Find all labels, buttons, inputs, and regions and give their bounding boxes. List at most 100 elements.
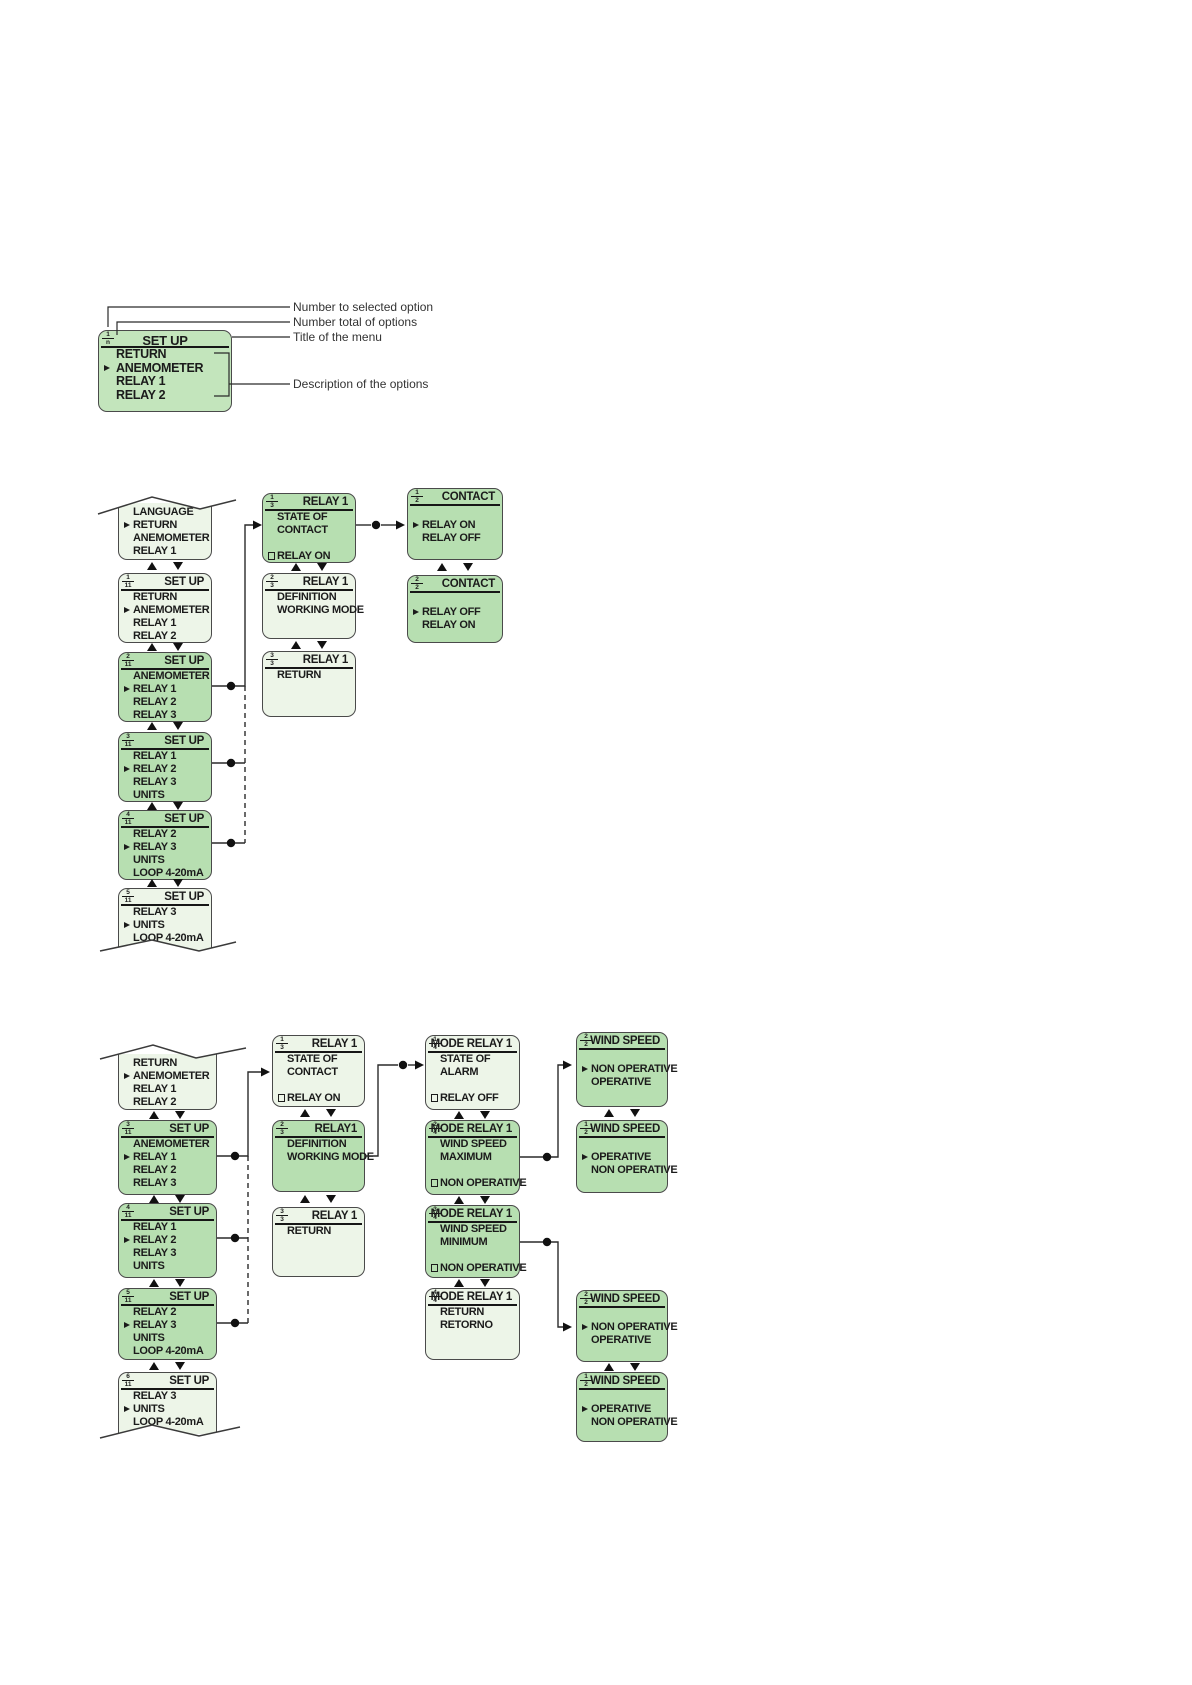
fraction-divider [122, 896, 134, 897]
menu-item: RELAY 3 [119, 841, 211, 854]
menu-items-list: OPERATIVE NON OPERATIVE [577, 1138, 678, 1177]
menu-title-bar: 5 11 SET UP [119, 889, 211, 905]
flow-connector-line [212, 524, 253, 687]
menu-item: OPERATIVE [577, 1151, 667, 1164]
menu-title-underline [121, 904, 209, 906]
menu-item: RELAY 1 [119, 1083, 216, 1096]
selected-option-number: 5 [126, 889, 130, 896]
menu-title: RELAY 1 [302, 654, 349, 666]
menu-item-label: RETURN [133, 1057, 178, 1069]
selected-option-number: 1 [584, 1121, 588, 1128]
menu-option-counter: 1 11 [122, 574, 134, 589]
selected-option-number: 2 [280, 1121, 284, 1128]
menu-item-label: RELAY 1 [133, 1151, 177, 1163]
cursor-square-icon [431, 1264, 438, 1272]
menu-screen-box: 2 2 WIND SPEED NON OPERATIVE OPERATIVE [576, 1290, 678, 1362]
menu-item: NON OPERATIVE [577, 1416, 678, 1429]
menu-title-bar: 6 11 SET UP [119, 1373, 216, 1389]
menu-item-label: WORKING MODE [277, 604, 364, 616]
fraction-divider [276, 1043, 288, 1044]
total-options-number: 2 [584, 1381, 588, 1388]
menu-item-label: ANEMOMETER [116, 360, 204, 375]
selected-option-number: 5 [126, 1289, 130, 1296]
menu-item: RELAY 2 [99, 388, 231, 403]
menu-item: RELAY 2 [119, 1096, 216, 1109]
menu-item: WIND SPEED [426, 1223, 519, 1236]
scroll-up-icon [147, 643, 157, 651]
menu-item: RELAY 3 [119, 1390, 216, 1403]
menu-title: WIND SPEED [590, 1293, 660, 1305]
menu-item-label: RELAY 3 [133, 776, 177, 788]
selection-pointer-icon [124, 1073, 130, 1079]
menu-title: WIND SPEED [590, 1035, 660, 1047]
menu-item-label: RELAY 1 [133, 1221, 177, 1233]
menu-item: ANEMOMETER [119, 1138, 216, 1151]
menu-item: WORKING MODE [263, 604, 364, 617]
fraction-divider [580, 1040, 592, 1041]
selected-option-number: 2 [126, 653, 130, 660]
menu-title-underline [579, 1306, 665, 1308]
total-options-number: 2 [584, 1041, 588, 1048]
menu-title-underline [121, 668, 209, 670]
menu-title-underline [428, 1221, 517, 1223]
selected-option-number: 1 [584, 1373, 588, 1380]
menu-screen-box: 2 4 MODE RELAY 1 WIND SPEED MAXIMUM NON OPERA… [425, 1120, 527, 1195]
menu-title-bar: 1 4 MODE RELAY 1 [426, 1036, 519, 1052]
annotation-option-description: Description of the options [293, 377, 429, 391]
menu-items-list: RELAY ON RELAY OFF [408, 506, 502, 545]
menu-item: NON OPERATIVE [577, 1321, 678, 1334]
menu-item-label: CONTACT [277, 524, 328, 536]
menu-item [577, 1308, 667, 1321]
flow-junction-dot [226, 838, 236, 848]
menu-item-label: ANEMOMETER [133, 670, 210, 682]
fraction-divider [266, 659, 278, 660]
selection-pointer-icon [124, 607, 130, 613]
selection-pointer-icon [124, 1406, 130, 1412]
menu-title-bar: 1 3 RELAY 1 [263, 494, 355, 510]
menu-title-bar: 1 2 WIND SPEED [577, 1121, 667, 1137]
menu-screen-box: 2 3 RELAY 1 DEFINITION WORKING MODE [262, 573, 364, 639]
selected-option-number: 1 [270, 494, 274, 501]
flow-junction-dot [398, 1060, 408, 1070]
menu-item-label: MINIMUM [440, 1236, 488, 1248]
menu-item-label: ANEMOMETER [133, 532, 210, 544]
menu-item-label: OPERATIVE [591, 1403, 652, 1415]
menu-title-underline [101, 346, 229, 348]
menu-item-label: UNITS [133, 789, 165, 801]
flow-arrow-icon [563, 1060, 572, 1070]
menu-option-counter: 5 11 [122, 889, 134, 904]
flow-arrow-icon [396, 520, 405, 530]
callout-line [107, 306, 290, 327]
menu-title: RELAY 1 [302, 496, 349, 508]
menu-title-underline [121, 826, 209, 828]
fraction-divider [429, 1128, 441, 1129]
menu-items-list: RELAY 1 RELAY 2 RELAY 3 UNITS [119, 750, 211, 802]
scroll-down-icon [173, 722, 183, 730]
menu-item [577, 1390, 667, 1403]
fraction-divider [122, 740, 134, 741]
menu-title-underline [275, 1223, 362, 1225]
menu-item-label: LOOP 4-20mA [133, 1416, 204, 1428]
menu-item-label: RELAY 3 [133, 1247, 177, 1259]
menu-item: RELAY 3 [119, 1247, 216, 1260]
menu-item: RELAY 1 [119, 1221, 216, 1234]
total-options-number: 3 [270, 502, 274, 509]
menu-item: OPERATIVE [577, 1076, 667, 1089]
menu-item: RETURN [263, 669, 355, 682]
scroll-down-icon [326, 1109, 336, 1117]
menu-item: RETURN [99, 347, 231, 362]
menu-title-underline [428, 1304, 517, 1306]
fraction-divider [266, 501, 278, 502]
flow-arrow-icon [415, 1060, 424, 1070]
fraction-divider [276, 1128, 288, 1129]
scroll-down-icon [480, 1279, 490, 1287]
menu-item: RELAY 3 [119, 709, 211, 722]
menu-item: RETURN [119, 1057, 216, 1070]
menu-item-label: RELAY 2 [133, 763, 177, 775]
selection-pointer-icon [124, 522, 130, 528]
menu-option-counter: 4 11 [122, 811, 134, 826]
